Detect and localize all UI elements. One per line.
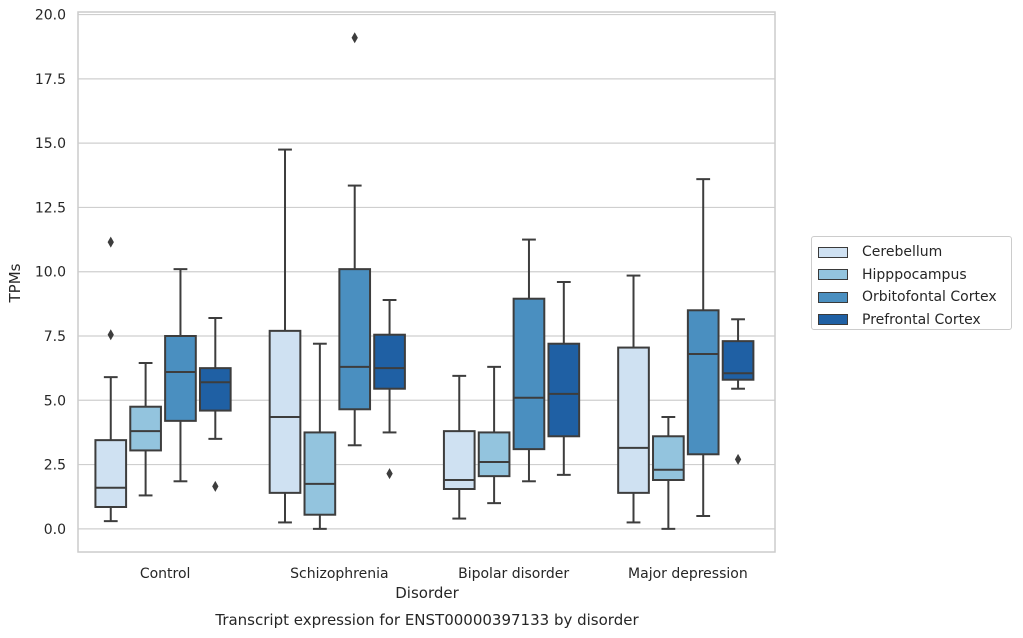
box-orbitofontal-cortex xyxy=(164,268,197,483)
y-tick-label: 20.0 xyxy=(35,8,66,24)
outlier-point xyxy=(107,236,114,248)
box-prefrontal-cortex xyxy=(198,317,232,492)
box-prefrontal-cortex xyxy=(547,281,581,476)
y-tick-label: 17.5 xyxy=(35,72,66,88)
legend-item: Orbitofontal Cortex xyxy=(818,286,1011,309)
x-tick-label: Bipolar disorder xyxy=(458,566,569,582)
box-body xyxy=(652,435,685,481)
y-tick-labels: 0.0 2.5 5.0 7.5 10.0 12.5 15.0 17.5 20.0 xyxy=(35,8,66,538)
legend-item: Hipppocampus xyxy=(818,264,1011,287)
box-cerebellum xyxy=(94,236,128,523)
y-tick-label: 2.5 xyxy=(44,458,66,474)
x-tick-label: Major depression xyxy=(628,566,748,582)
legend-label: Prefrontal Cortex xyxy=(862,311,981,328)
plot-border xyxy=(77,11,776,553)
legend-label: Cerebellum xyxy=(862,244,943,261)
box-body xyxy=(303,431,337,516)
box-hipppocampus xyxy=(477,365,511,505)
box-body xyxy=(373,333,406,390)
box-body xyxy=(477,431,511,478)
box-groups xyxy=(94,32,755,530)
box-hipppocampus xyxy=(652,416,685,530)
legend-item: Prefrontal Cortex xyxy=(818,309,1011,332)
box-cerebellum xyxy=(268,148,302,524)
legend-swatch xyxy=(818,269,848,281)
x-tick-label: Control xyxy=(140,566,191,582)
chart-caption: Transcript expression for ENST0000039713… xyxy=(214,611,639,629)
outlier-point xyxy=(212,480,219,492)
legend-swatch xyxy=(818,246,848,258)
outlier-point xyxy=(734,453,742,465)
outlier-point xyxy=(386,468,393,480)
box-cerebellum xyxy=(442,374,476,520)
box-body xyxy=(547,342,581,438)
legend-label: Hipppocampus xyxy=(862,266,967,283)
x-tick-label: Schizophrenia xyxy=(290,566,388,582)
y-tick-label: 15.0 xyxy=(35,136,66,152)
box-body xyxy=(617,346,650,494)
plot-frame xyxy=(77,11,776,553)
y-axis-label: TPMs xyxy=(6,263,24,303)
box-body xyxy=(512,297,546,451)
y-tick-label: 0.0 xyxy=(44,522,66,538)
box-body xyxy=(198,367,232,412)
x-tick-labels: Control Schizophrenia Bipolar disorder Majo… xyxy=(140,566,748,582)
box-body xyxy=(338,268,372,411)
box-orbitofontal-cortex xyxy=(686,178,720,517)
box-hipppocampus xyxy=(303,342,337,530)
legend: Cerebellum Hipppocampus Orbitofontal Corte… xyxy=(811,236,1012,330)
box-body xyxy=(94,439,128,508)
y-tick-label: 12.5 xyxy=(35,200,66,216)
box-orbitofontal-cortex xyxy=(512,238,546,483)
box-body xyxy=(164,335,197,422)
legend-swatch xyxy=(818,314,848,326)
legend-label: Orbitofontal Cortex xyxy=(862,289,997,306)
outlier-point xyxy=(351,32,358,44)
legend-swatch xyxy=(818,291,848,303)
box-prefrontal-cortex xyxy=(721,318,755,465)
y-tick-label: 10.0 xyxy=(35,265,66,281)
y-tick-label: 5.0 xyxy=(44,393,66,409)
box-body xyxy=(268,329,302,494)
box-cerebellum xyxy=(617,274,650,524)
y-tick-label: 7.5 xyxy=(44,329,66,345)
x-axis-label: Disorder xyxy=(395,584,459,602)
outlier-point xyxy=(107,329,114,341)
legend-item: Cerebellum xyxy=(818,241,1011,264)
box-hipppocampus xyxy=(129,362,162,497)
box-prefrontal-cortex xyxy=(373,299,406,480)
box-body xyxy=(129,405,162,452)
box-orbitofontal-cortex xyxy=(338,32,372,447)
box-body xyxy=(686,309,720,456)
